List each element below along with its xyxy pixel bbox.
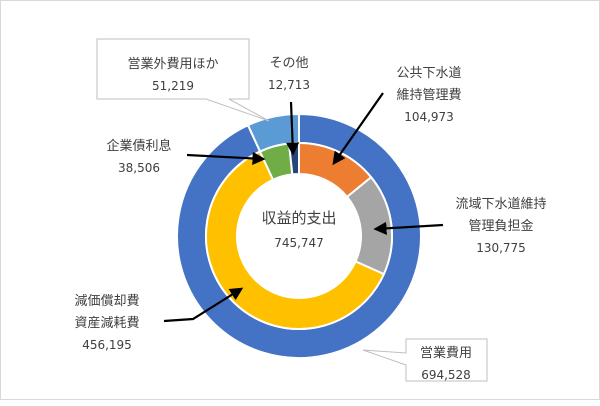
label-depreciation-value: 456,195 bbox=[82, 338, 132, 352]
callouts bbox=[96, 38, 488, 382]
arrow-public-sewer bbox=[332, 92, 384, 166]
label-depreciation-name: 減価償却費 bbox=[74, 293, 139, 309]
arrow-basin-sewer bbox=[373, 221, 444, 235]
label-other-value: 12,713 bbox=[268, 78, 310, 92]
label-public-sewer-name: 維持管理費 bbox=[396, 88, 461, 103]
arrow-bond-interest bbox=[186, 151, 266, 166]
label-operating: 営業費用 694,528 bbox=[420, 345, 472, 382]
label-depreciation-name: 資産減耗費 bbox=[74, 315, 139, 331]
inner-ring-slice-2 bbox=[205, 150, 386, 330]
center-title: 収益的支出 bbox=[261, 209, 336, 227]
label-operating-value: 694,528 bbox=[421, 368, 471, 382]
label-basin-sewer-name: 管理負担金 bbox=[468, 218, 533, 234]
label-basin-sewer-value: 130,775 bbox=[476, 241, 526, 255]
center-label: 収益的支出 745,747 bbox=[261, 209, 336, 250]
label-basin-sewer-name: 流域下水道維持 bbox=[455, 197, 546, 212]
label-nonoperating-value: 51,219 bbox=[152, 79, 194, 93]
label-nonoperating-name: 営業外費用ほか bbox=[127, 56, 218, 72]
callout-box-nonoperating bbox=[96, 38, 270, 122]
callout-box-operating bbox=[362, 338, 488, 382]
label-bond-interest-name: 企業債利息 bbox=[106, 138, 171, 154]
arrow-depreciation bbox=[163, 287, 244, 323]
label-bond-interest-value: 38,506 bbox=[118, 161, 160, 175]
center-value: 745,747 bbox=[274, 236, 324, 250]
label-other-name: その他 bbox=[269, 56, 308, 71]
label-public-sewer-name: 公共下水道 bbox=[396, 66, 461, 81]
label-operating-name: 営業費用 bbox=[420, 345, 472, 361]
label-other: その他 12,713 bbox=[268, 56, 310, 92]
inner-ring bbox=[205, 141, 393, 330]
arrow-other bbox=[285, 101, 300, 156]
label-bond-interest: 企業債利息 38,506 bbox=[106, 138, 171, 175]
label-public-sewer-value: 104,973 bbox=[404, 110, 454, 124]
label-nonoperating: 営業外費用ほか 51,219 bbox=[127, 56, 218, 93]
